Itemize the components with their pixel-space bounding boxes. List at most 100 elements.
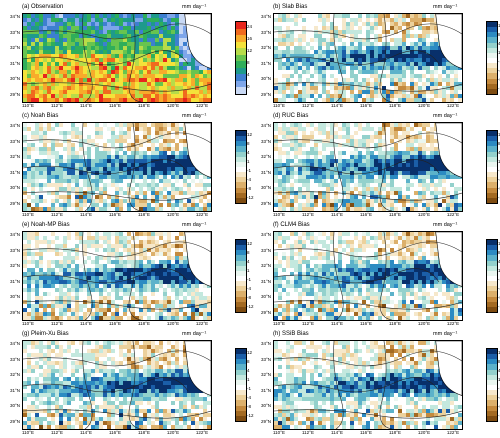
colorbar-swatch (487, 42, 497, 48)
map-raster (274, 14, 462, 102)
colorbar-tick-label: -12 (498, 194, 500, 200)
colorbar-swatch (236, 151, 246, 157)
lat-tick-label: 33°N (260, 356, 271, 362)
lon-tick-label: 118°E (389, 430, 401, 435)
colorbar-swatch (487, 245, 497, 251)
colorbar-swatch (487, 78, 497, 84)
lon-tick-label: 120°E (417, 321, 431, 326)
lat-tick-label: 32°N (260, 45, 271, 51)
panel-title: (f) CLM4 Bias (273, 222, 310, 228)
colorbar-swatch (236, 364, 246, 370)
colorbar-swatch (236, 240, 246, 246)
lat-tick-label: 30°N (260, 294, 271, 300)
bias-colorbar (235, 348, 247, 422)
lon-tick-label: 116°E (109, 430, 121, 435)
lon-tick-label: 118°E (138, 103, 150, 108)
colorbar-tick-label: -4 (498, 285, 500, 291)
colorbar-tick-label: -12 (247, 194, 254, 200)
colorbar-swatch (236, 354, 246, 360)
precipitation-map (273, 231, 463, 321)
lat-tick-label: 34°N (9, 123, 20, 128)
lon-tick-label: 114°E (331, 212, 343, 217)
colorbar-tick-label: -12 (247, 412, 254, 418)
bias-colorbar (486, 239, 498, 313)
colorbar-swatch (236, 35, 246, 42)
colorbar-swatch (236, 245, 246, 251)
panel-title: (b) Slab Bias (273, 4, 308, 10)
lat-tick-label: 34°N (260, 232, 271, 237)
lat-tick-label: 32°N (260, 372, 271, 378)
colorbar-swatch (236, 359, 246, 365)
colorbar-tick-label: 8 (498, 249, 500, 255)
precipitation-map (273, 340, 463, 430)
colorbar-tick-label: 12 (498, 349, 500, 355)
precipitation-map (22, 122, 212, 212)
colorbar-swatch (236, 385, 246, 391)
colorbar-swatch (487, 167, 497, 173)
bias-colorbar (486, 21, 498, 95)
lon-tick-label: 116°E (109, 212, 121, 217)
colorbar-tick-label: -8 (247, 403, 252, 409)
colorbar-tick-label: 12 (247, 48, 253, 53)
lon-tick-label: 120°E (417, 430, 431, 435)
colorbar-tick-label: 8 (498, 31, 500, 37)
colorbar-swatch (236, 80, 246, 88)
colorbar-tick-label: 1 (247, 158, 250, 164)
colorbar-swatch (236, 265, 246, 272)
colorbar-swatch (487, 255, 497, 261)
colorbar-swatch (487, 156, 497, 163)
lon-tick-label: 110°E (22, 321, 34, 326)
lat-tick-label: 33°N (9, 356, 20, 362)
colorbar-swatch (236, 167, 246, 173)
colorbar-swatch (236, 156, 246, 163)
colorbar-tick-label: 12 (247, 131, 253, 137)
colorbar-tick-label: 4 (247, 72, 250, 77)
colorbar-tick-label: 4 (498, 149, 500, 155)
lon-tick-label: 118°E (138, 212, 150, 217)
lon-tick-label: 114°E (80, 321, 92, 326)
lon-tick-label: 120°E (417, 212, 431, 217)
panel-title: (g) Pleim-Xu Bias (22, 331, 69, 337)
lon-tick-label: 116°E (109, 321, 121, 326)
colorbar-swatch (487, 400, 497, 406)
colorbar-tick-label: -4 (498, 67, 500, 73)
colorbar-swatch (236, 374, 246, 381)
lat-tick-label: 31°N (9, 278, 20, 284)
lon-tick-label: 110°E (273, 103, 285, 108)
colorbar-swatch (487, 260, 497, 266)
lon-tick-label: 110°E (22, 430, 34, 435)
colorbar-swatch (236, 197, 246, 204)
colorbar-tick-label: 1 (498, 376, 500, 382)
panel-unit: mm day⁻¹ (182, 222, 207, 228)
colorbar-swatch (487, 182, 497, 188)
colorbar-swatch (487, 390, 497, 396)
colorbar-swatch (487, 405, 497, 411)
lon-tick-label: 110°E (22, 212, 34, 217)
colorbar-swatch (487, 83, 497, 90)
colorbar-swatch (487, 52, 497, 59)
colorbar-swatch (236, 28, 246, 36)
lat-tick-label: 32°N (260, 263, 271, 269)
lon-tick-label: 112°E (302, 103, 314, 108)
colorbar-tick-label: -12 (498, 303, 500, 309)
lon-tick-label: 110°E (273, 430, 285, 435)
lat-tick-label: 30°N (9, 403, 20, 409)
lat-tick-label: 30°N (260, 185, 271, 191)
colorbar-swatch (487, 146, 497, 152)
precipitation-map (22, 231, 212, 321)
colorbar-tick-label: 8 (498, 140, 500, 146)
colorbar-swatch (236, 141, 246, 147)
colorbar-swatch (487, 192, 497, 199)
colorbar-tick-label: 12 (498, 131, 500, 137)
colorbar-swatch (487, 369, 497, 375)
colorbar-swatch (487, 364, 497, 370)
colorbar-tick-label: 8 (247, 249, 250, 255)
colorbar-swatch (236, 379, 246, 386)
lon-tick-label: 118°E (389, 103, 401, 108)
precipitation-map (22, 13, 212, 103)
colorbar-swatch (487, 27, 497, 33)
colorbar-tick-label: 12 (498, 240, 500, 246)
colorbar-swatch (487, 354, 497, 360)
colorbar-swatch (236, 172, 246, 178)
colorbar-tick-label: 4 (247, 149, 250, 155)
